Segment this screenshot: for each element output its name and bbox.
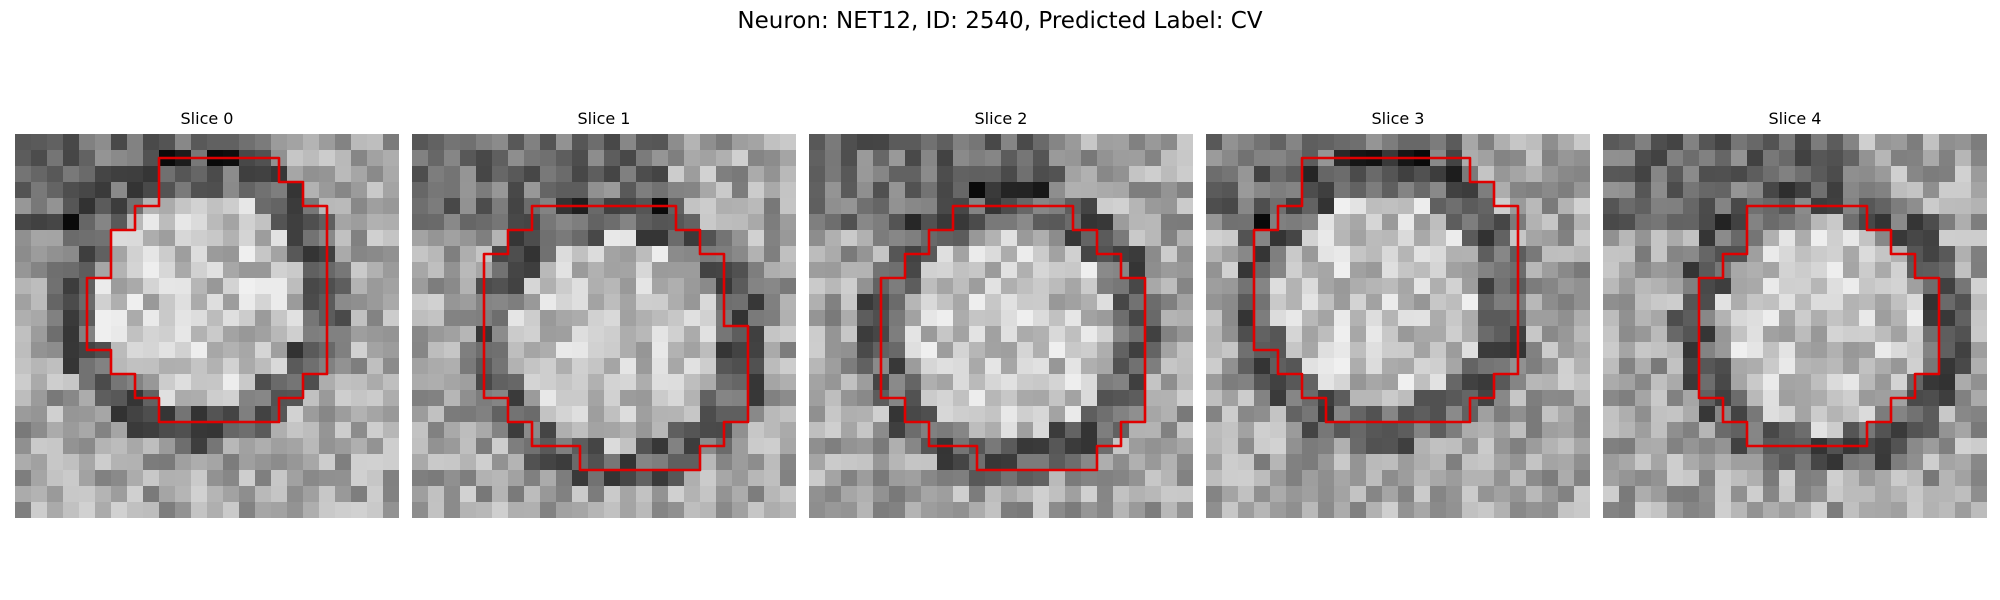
- micrograph-pixels: [15, 134, 399, 518]
- slice-panel-1: Slice 1: [412, 108, 796, 518]
- slice-title: Slice 2: [974, 109, 1028, 128]
- micrograph-pixels: [809, 134, 1193, 518]
- slice-panel-3: Slice 3: [1206, 108, 1590, 518]
- slice-image: [412, 134, 796, 518]
- segmentation-contour: [1252, 156, 1520, 424]
- slice-image: [1603, 134, 1987, 518]
- segmentation-contour: [482, 204, 750, 472]
- micrograph-pixels: [1603, 134, 1987, 518]
- segmentation-contour: [879, 204, 1147, 472]
- slice-title: Slice 3: [1371, 109, 1425, 128]
- micrograph-pixels: [412, 134, 796, 518]
- slice-panel-0: Slice 0: [15, 108, 399, 518]
- segmentation-contour: [85, 156, 329, 424]
- slice-panel-4: Slice 4: [1603, 108, 1987, 518]
- slice-title: Slice 0: [180, 109, 234, 128]
- slice-title: Slice 1: [577, 109, 631, 128]
- slice-panel-2: Slice 2: [809, 108, 1193, 518]
- slice-image: [809, 134, 1193, 518]
- micrograph-pixels: [1206, 134, 1590, 518]
- slice-image: [15, 134, 399, 518]
- slice-title: Slice 4: [1768, 109, 1822, 128]
- segmentation-contour: [1697, 204, 1941, 448]
- slice-image: [1206, 134, 1590, 518]
- figure-title: Neuron: NET12, ID: 2540, Predicted Label…: [737, 8, 1263, 34]
